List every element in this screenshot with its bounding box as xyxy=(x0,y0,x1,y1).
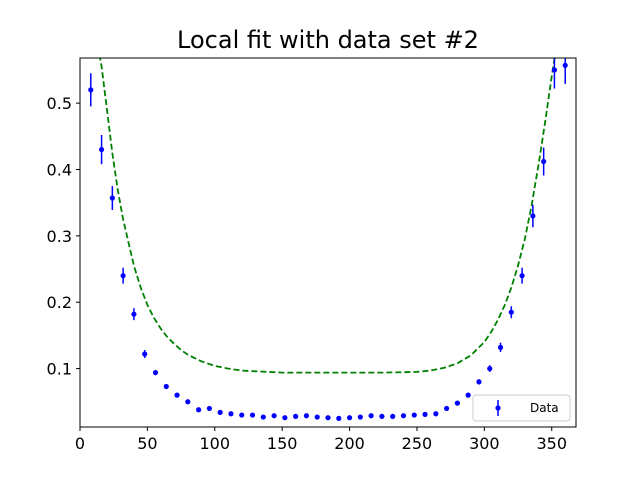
x-tick-label: 150 xyxy=(267,434,298,453)
data-point xyxy=(508,309,514,315)
data-point xyxy=(400,413,407,419)
x-tick-label: 200 xyxy=(334,434,365,453)
data-point xyxy=(109,195,115,201)
data-point xyxy=(551,67,558,73)
data-point xyxy=(454,400,460,406)
data-point xyxy=(206,405,212,412)
data-point xyxy=(336,415,342,421)
y-tick-label: 0.1 xyxy=(47,360,72,379)
plot-frame xyxy=(79,57,577,428)
data-point xyxy=(293,413,299,419)
x-tick-label: 250 xyxy=(402,434,433,453)
data-point xyxy=(379,413,385,419)
data-point xyxy=(217,409,223,415)
data-point xyxy=(142,351,148,357)
y-tick-label: 0.4 xyxy=(47,160,72,179)
legend: Data xyxy=(472,394,571,422)
data-point xyxy=(314,414,320,420)
y-axis: 0.1 0.2 0.3 0.4 0.5 xyxy=(47,94,80,379)
data-point xyxy=(228,411,234,417)
data-point xyxy=(88,87,94,93)
data-point xyxy=(444,405,450,412)
data-point xyxy=(303,413,310,419)
data-point xyxy=(152,369,159,376)
data-point xyxy=(476,379,482,385)
data-point xyxy=(541,158,547,165)
y-tick-label: 0.5 xyxy=(47,94,72,113)
data-point xyxy=(131,311,137,317)
data-point xyxy=(562,62,568,68)
data-point xyxy=(487,365,493,372)
data-point xyxy=(433,411,439,417)
x-tick-label: 300 xyxy=(469,434,500,453)
data-point xyxy=(249,412,256,418)
data-point xyxy=(174,392,180,398)
x-tick-label: 50 xyxy=(137,434,157,453)
data-point xyxy=(390,413,396,419)
data-points xyxy=(88,58,568,421)
legend-label: Data xyxy=(530,401,559,415)
x-tick-label: 0 xyxy=(75,434,85,453)
plot-area xyxy=(88,58,568,421)
x-axis: 0 50 100 150 200 250 300 350 xyxy=(75,427,567,453)
data-point xyxy=(196,407,202,413)
y-tick-label: 0.3 xyxy=(47,227,72,246)
data-point xyxy=(368,413,374,419)
data-point xyxy=(519,273,525,279)
data-point xyxy=(465,392,471,398)
legend-marker xyxy=(495,405,501,411)
fit-curve xyxy=(99,58,556,374)
data-point xyxy=(120,273,126,279)
data-point xyxy=(260,414,266,420)
x-tick-label: 350 xyxy=(536,434,567,453)
data-point xyxy=(422,411,428,417)
data-point xyxy=(325,415,331,421)
data-point xyxy=(163,383,169,390)
chart-title: Local fit with data set #2 xyxy=(177,26,479,54)
data-point xyxy=(346,415,353,421)
data-point xyxy=(271,413,277,419)
data-point xyxy=(185,399,191,405)
x-tick-label: 100 xyxy=(200,434,231,453)
y-tick-label: 0.2 xyxy=(47,293,72,312)
data-point xyxy=(411,412,417,418)
data-point xyxy=(282,415,288,421)
data-point xyxy=(497,344,504,350)
data-point xyxy=(98,146,105,153)
data-point xyxy=(530,213,536,219)
data-point xyxy=(357,414,363,420)
data-point xyxy=(239,412,245,418)
